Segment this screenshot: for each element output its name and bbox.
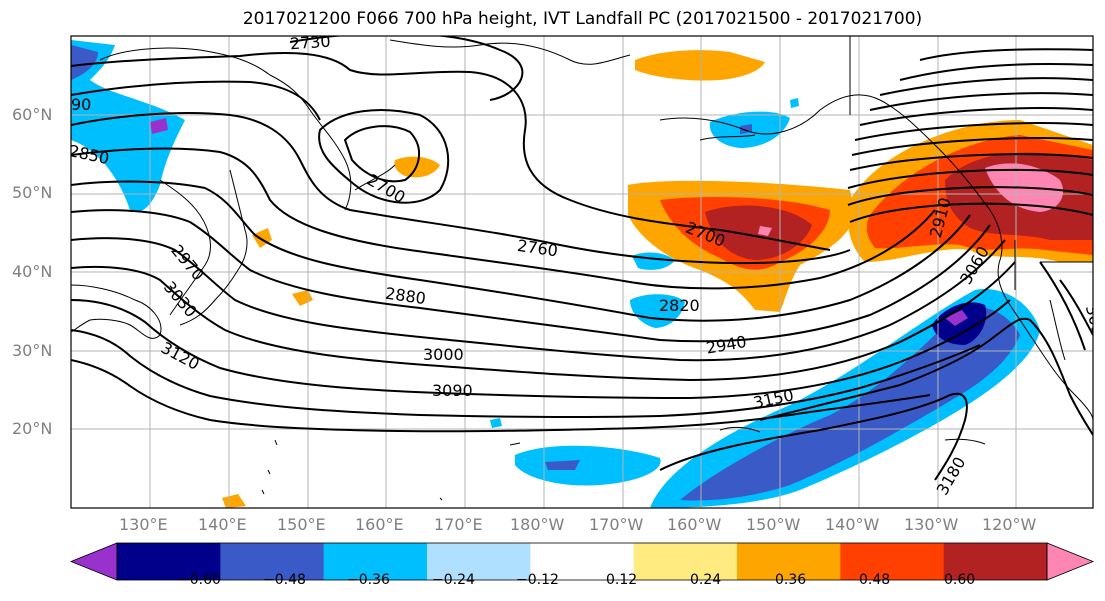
colorbar-frame <box>116 542 1048 581</box>
colorbar-segment <box>530 543 635 580</box>
lat-label-50n: 50°N <box>12 183 53 202</box>
colorbar-extend-max <box>1046 542 1095 581</box>
colorbar-segment <box>840 543 945 580</box>
colorbar-tick-label: 0.24 <box>690 572 722 588</box>
colorbar-tick-label: −0.24 <box>432 572 475 588</box>
colorbar-segment <box>737 543 841 580</box>
colorbar <box>69 542 1095 581</box>
colorbar-tick-label: 0.60 <box>944 572 976 588</box>
lat-label-40n: 40°N <box>12 262 53 281</box>
contour-label: 90 <box>71 95 91 114</box>
lat-label-20n: 20°N <box>12 419 53 438</box>
height-contours <box>71 36 1093 481</box>
colorbar-segment <box>117 543 221 580</box>
map-panel: 2730 2700 2850 2760 2700 2880 2820 2970 … <box>71 32 1105 508</box>
contour-label: 2730 <box>289 32 331 54</box>
map-frame <box>70 35 1094 509</box>
contour-label: 3090 <box>1082 303 1105 347</box>
colorbar-tick-label: −0.48 <box>263 572 306 588</box>
colorbar-extend-min <box>69 542 118 581</box>
colorbar-tick-label: 0.12 <box>606 572 638 588</box>
colorbar-tick-label: −0.36 <box>347 572 390 588</box>
colorbar-segment <box>427 543 531 580</box>
colorbar-segment <box>323 543 428 580</box>
map-title: 2017021200 F066 700 hPa height, IVT Land… <box>242 9 923 29</box>
contour-labels: 2730 2700 2850 2760 2700 2880 2820 2970 … <box>71 32 1105 498</box>
lon-label-160w: 160°W <box>667 515 722 534</box>
lat-label-60n: 60°N <box>12 105 53 124</box>
ivt-positive-shading <box>222 50 1093 508</box>
colorbar-tick-label: 0.36 <box>775 572 807 588</box>
lon-label-170w: 170°W <box>589 515 644 534</box>
lon-label-140e: 140°E <box>198 515 247 534</box>
colorbar-tick-label: 0.48 <box>859 572 891 588</box>
lon-label-130w: 130°W <box>904 515 959 534</box>
lon-label-130e: 130°E <box>119 515 168 534</box>
contour-label: 3090 <box>432 381 473 400</box>
colorbar-tick-label: −0.60 <box>178 572 221 588</box>
lon-label-160e: 160°E <box>355 515 404 534</box>
colorbar-segment <box>943 543 1048 580</box>
colorbar-segment <box>220 543 325 580</box>
lon-label-150w: 150°W <box>746 515 801 534</box>
coastlines <box>71 36 1093 445</box>
lon-label-140w: 140°W <box>825 515 880 534</box>
contour-label: 3000 <box>423 345 464 364</box>
lon-label-180w: 180°W <box>510 515 565 534</box>
lon-label-150e: 150°E <box>277 515 326 534</box>
lon-label-170e: 170°E <box>434 515 483 534</box>
lon-label-120w: 120°W <box>982 515 1037 534</box>
lat-label-30n: 30°N <box>12 341 53 360</box>
colorbar-segment <box>633 543 738 580</box>
contour-label: 2820 <box>659 296 700 315</box>
colorbar-tick-label: −0.12 <box>516 572 559 588</box>
